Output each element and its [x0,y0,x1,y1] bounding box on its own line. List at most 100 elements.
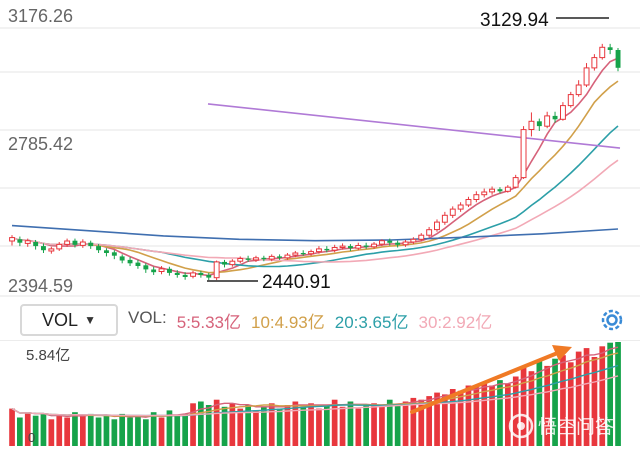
volume-bar [268,403,275,446]
volume-bar [497,380,503,446]
candle-body [64,240,71,245]
volume-bar [127,417,133,446]
low-value-label: 2440.91 [262,272,331,293]
candle-body [48,248,55,252]
volume-bar [591,357,598,446]
volume-bar [481,381,488,446]
candle-body [292,252,299,256]
volume-bar [615,342,621,446]
candle-body [599,46,606,59]
volume-bar [607,342,613,446]
volume-bar [221,406,228,446]
candle-body [151,269,157,273]
volume-bar [583,348,590,446]
candle-body [591,57,598,69]
volume-zero-label: 0 [28,430,35,445]
volume-bar [205,405,212,446]
candle-body [387,240,393,243]
high-value-label: 3129.94 [480,10,549,31]
watermark: 悟空问答 [508,413,614,439]
high-annotation: 3129.94 [480,10,609,31]
candle-body [575,84,582,96]
ma10-line [11,80,619,274]
volume-bar [520,367,527,446]
volume-bar [560,355,566,446]
volume-bar [237,408,244,446]
volume-bar [284,405,291,446]
candle-body [88,242,94,247]
volume-bar [213,399,220,446]
candle-body [237,258,244,262]
legend-ma10: 10:4.93亿 [251,312,325,332]
candle-body [615,50,621,68]
legend-ma30: 30:2.92亿 [418,312,493,332]
volume-bar [17,417,23,446]
candle-body [104,250,109,253]
volume-bar [95,417,102,446]
candle-body [111,252,117,256]
legend-prefix: VOL: [128,307,167,327]
volume-bar [316,408,322,446]
candle-body [607,47,613,50]
volume-bar [442,394,448,446]
volume-bar [150,412,157,446]
indicator-selector[interactable]: VOL ▼ [20,304,118,336]
volume-bar [229,403,236,446]
ma5-line [11,57,619,277]
candle-body [277,256,282,258]
candle-body [79,241,86,246]
candle-body [363,245,369,247]
volume-bar [575,351,582,446]
volume-bar [174,415,181,446]
volume-bar [512,376,519,446]
volume-bar [245,405,251,446]
candle-body [24,240,31,244]
candle-body [449,208,456,216]
candle-body [465,199,472,206]
candle-body [379,240,385,245]
volume-bar [418,399,425,446]
volume-bar [363,405,369,446]
volume-bar [355,408,362,446]
volume-bar [324,405,330,446]
candle-body [481,191,488,196]
low-annotation: 2440.91 [207,272,331,293]
volume-bar [394,405,401,446]
legend-ma20: 20:3.65亿 [334,312,409,332]
volume-bar [489,385,495,446]
volume-bar [552,358,558,446]
volume-bar [379,406,385,446]
volume-bar [426,396,432,446]
volume-bar [434,392,440,446]
candlesticks [9,43,621,281]
volume-bar [40,413,47,446]
candle-body [426,229,433,236]
volume-bar [449,389,456,446]
volume-bar [465,385,472,446]
candle-body [213,261,220,279]
candle-body [489,188,496,193]
legend-ma5: 5:5.33亿 [176,312,242,332]
candle-body [206,274,212,278]
candle-body [544,115,551,127]
candle-body [190,272,197,277]
volume-bar [308,403,314,446]
volume-bar [190,403,196,446]
volume-bar [536,360,543,446]
volume-indicator-bar: VOL ▼ VOL: 5:5.33亿 10:4.93亿 20:3.65亿 30:… [0,300,640,340]
candle-body [402,241,409,246]
candle-body [348,246,353,249]
candle-body [56,243,63,250]
volume-bar [24,412,31,446]
candle-body [567,94,574,107]
candle-body [520,129,527,179]
candle-body [497,189,503,192]
candle-body [261,257,267,260]
candle-body [222,261,227,265]
candle-body [300,253,306,255]
ma30-line [11,159,619,263]
volume-bar [457,390,464,446]
gear-icon[interactable] [598,306,626,334]
volume-bar [544,365,550,446]
volume-bar [182,413,188,446]
